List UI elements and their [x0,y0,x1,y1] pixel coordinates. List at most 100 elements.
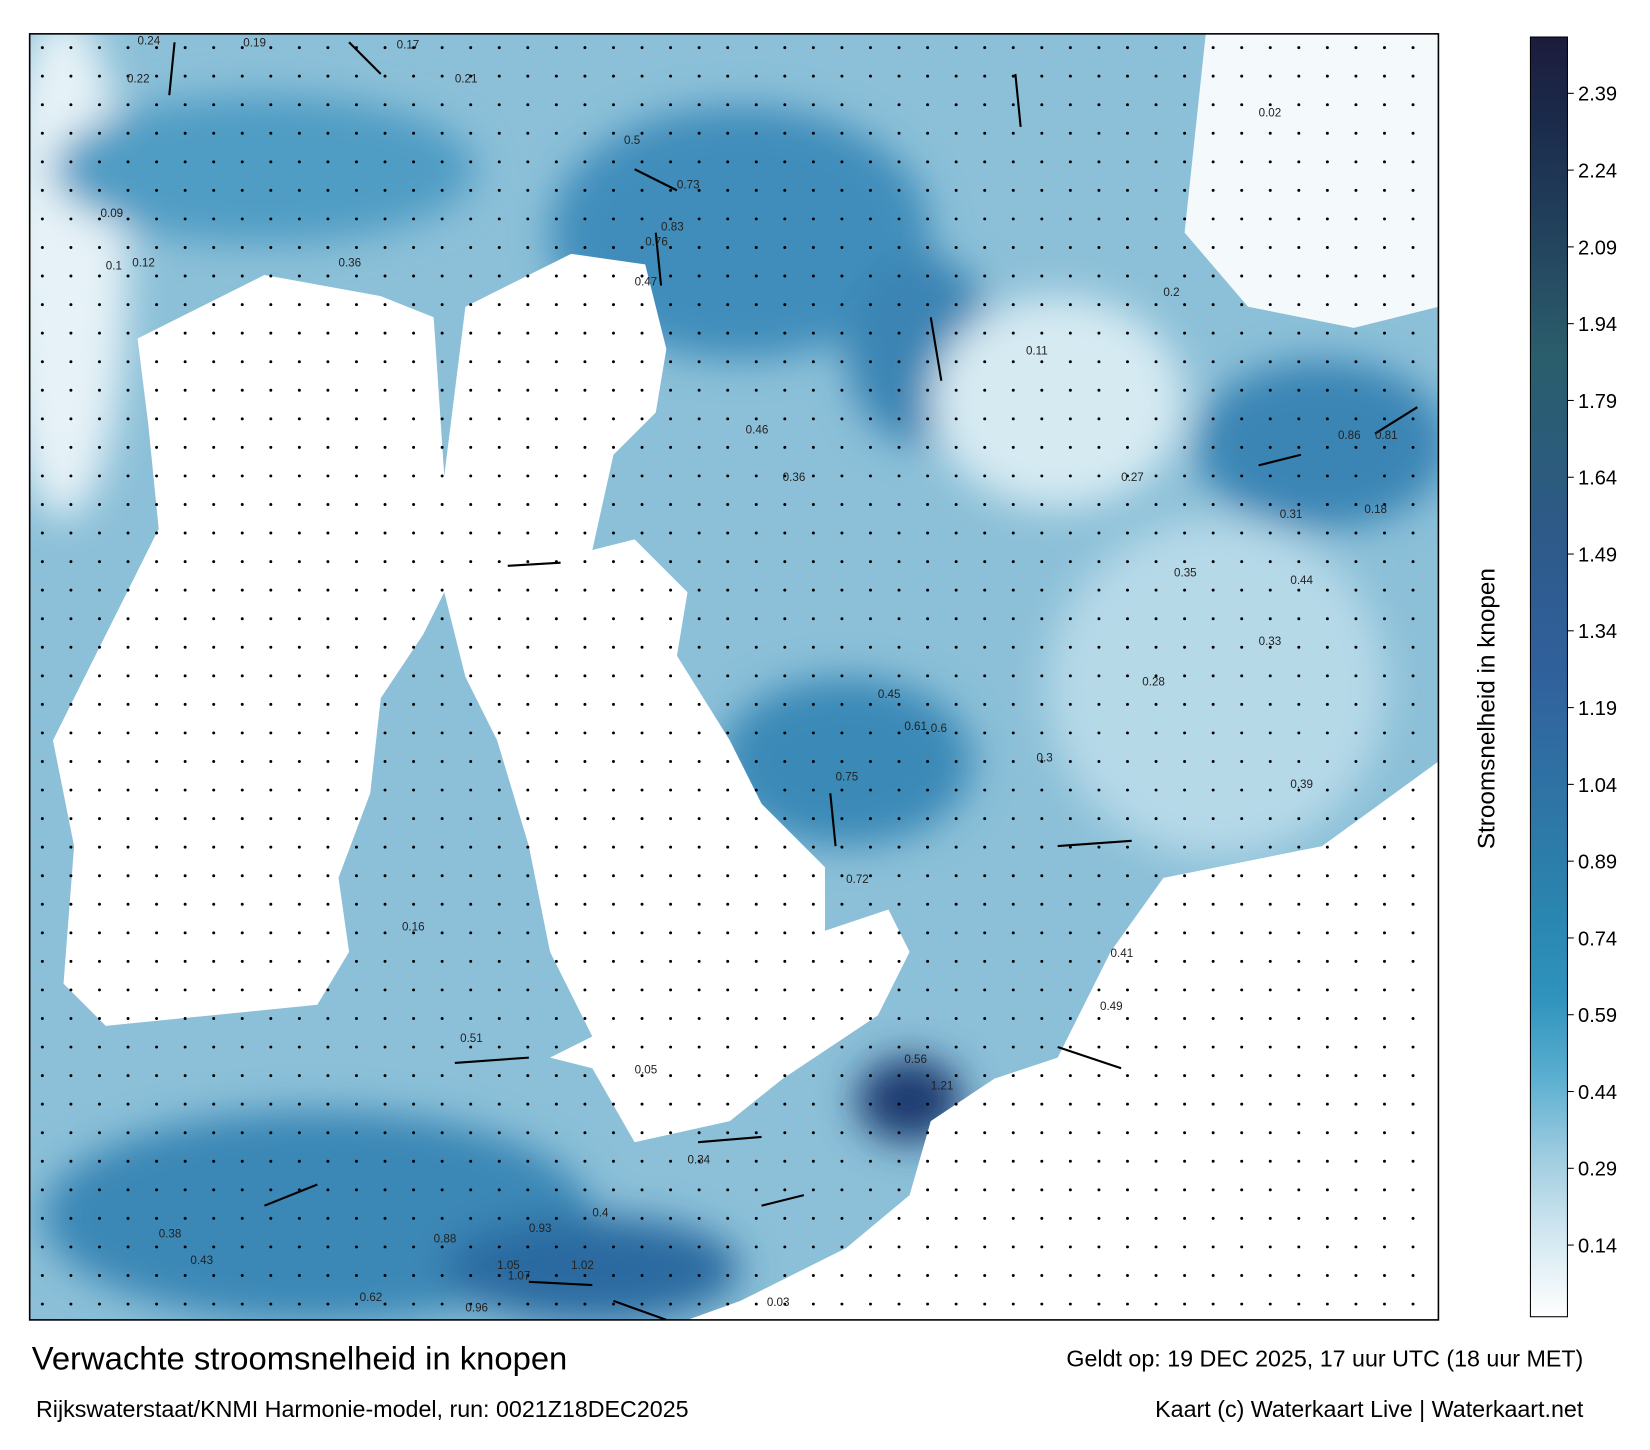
grid-dot [1011,474,1015,478]
grid-dot [1011,1017,1015,1020]
speed-label: 0.05 [635,1063,658,1076]
grid-dot [1325,1131,1329,1135]
grid-dot [326,388,330,392]
grid-dot [497,417,501,421]
speed-label: 0.83 [661,221,684,234]
grid-dot [40,931,44,935]
grid-dot [983,474,987,478]
grid-dot [754,959,758,963]
grid-dot [954,131,958,135]
grid-dot [1125,503,1129,506]
grid-dot [69,902,73,906]
colorbar-tick-label: 1.49 [1578,544,1617,566]
grid-dot [1354,1245,1358,1249]
grid-dot [97,1131,101,1135]
grid-dot [326,817,330,821]
grid-dot [783,1045,787,1049]
grid-dot [269,874,273,878]
grid-dot [1097,131,1101,135]
grid-dot [640,760,644,763]
grid-dot [1297,788,1301,792]
grid-dot [1211,702,1215,706]
grid-dot [269,760,273,763]
grid-dot [1183,1102,1187,1106]
grid-dot [1268,331,1272,335]
grid-dot [840,445,844,449]
grid-dot [126,1102,130,1106]
grid-dot [897,1302,901,1306]
grid-dot [926,731,930,735]
grid-dot [1325,188,1329,192]
grid-dot [840,531,844,535]
grid-dot [868,445,872,449]
grid-dot [868,1159,872,1163]
grid-dot [754,188,758,192]
grid-dot [497,617,501,621]
grid-dot [1097,217,1101,221]
grid-dot [783,445,787,449]
grid-dot [840,931,844,935]
grid-dot [554,588,558,592]
grid-dot [1068,959,1072,963]
grid-dot [269,474,273,478]
grid-dot [1211,303,1215,307]
grid-dot [183,874,187,878]
grid-dot [1354,103,1358,107]
grid-dot [1354,188,1358,192]
grid-dot [726,560,730,564]
grid-dot [754,645,758,649]
grid-dot [240,1017,244,1020]
grid-dot [1325,959,1329,963]
grid-dot [811,817,815,821]
grid-dot [1297,46,1301,50]
grid-dot [1297,702,1301,706]
grid-dot [69,46,73,50]
grid-dot [1068,1188,1072,1192]
grid-dot [697,874,701,878]
grid-dot [1125,1131,1129,1135]
grid-dot [383,474,387,478]
grid-dot [269,388,273,392]
grid-dot [1297,617,1301,621]
grid-dot [440,931,444,935]
grid-dot [1383,1074,1386,1078]
grid-dot [1097,331,1101,335]
grid-dot [897,931,901,935]
grid-dot [926,1274,930,1277]
grid-dot [754,902,758,906]
grid-dot [1011,188,1015,192]
speed-label: 0.34 [688,1153,711,1166]
grid-dot [269,1216,273,1220]
grid-dot [783,303,787,307]
grid-dot [1125,217,1129,221]
grid-dot [1354,46,1358,50]
grid-dot [354,503,358,506]
grid-dot [669,902,673,906]
grid-dot [1125,74,1129,78]
grid-dot [40,588,44,592]
grid-dot [640,474,644,478]
grid-dot [526,902,530,906]
grid-dot [811,1159,815,1163]
grid-dot [783,731,787,735]
grid-dot [1268,1159,1272,1163]
grid-dot [1297,1045,1301,1049]
grid-dot [1183,1188,1187,1192]
grid-dot [126,1302,130,1306]
grid-dot [1325,417,1329,421]
grid-dot [868,74,872,78]
grid-dot [497,1245,501,1249]
grid-dot [526,1102,530,1106]
grid-dot [926,959,930,963]
grid-dot [1383,303,1386,307]
grid-dot [1154,246,1158,249]
grid-dot [212,474,216,478]
grid-dot [669,959,673,963]
grid-dot [1297,131,1301,135]
grid-dot [354,303,358,307]
grid-dot [754,1245,758,1249]
grid-dot [1125,1245,1129,1249]
grid-dot [469,845,473,849]
grid-dot [269,560,273,564]
